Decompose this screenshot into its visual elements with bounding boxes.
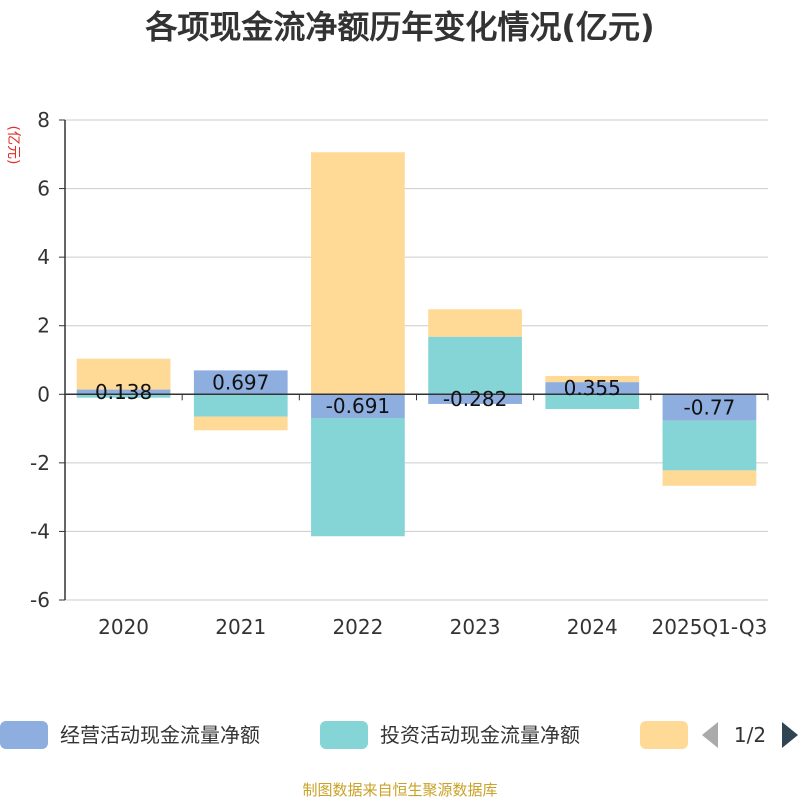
y-tick-label: 4 bbox=[37, 245, 50, 269]
bar-series1-2023 bbox=[428, 336, 522, 395]
bar-series0-2023 bbox=[428, 394, 522, 404]
x-tick-label: 2021 bbox=[215, 615, 266, 639]
axes: -6 -4 -2 0 2 4 6 8 2020 2021 2022 2023 2024 2025Q1-Q3 bbox=[30, 108, 769, 639]
legend-next-page-icon[interactable] bbox=[782, 722, 798, 748]
x-tick-label: 2020 bbox=[98, 615, 149, 639]
y-tick-label: 8 bbox=[37, 108, 50, 132]
bar-series1-2021 bbox=[193, 394, 288, 417]
data-label: 0.697 bbox=[212, 370, 269, 394]
gridlines bbox=[65, 119, 768, 601]
bars bbox=[76, 152, 757, 537]
bar-series2-2021 bbox=[193, 416, 288, 431]
data-label: -0.77 bbox=[684, 395, 736, 419]
data-label: -0.282 bbox=[443, 387, 507, 411]
legend-swatch-1 bbox=[320, 721, 368, 749]
data-label: -0.691 bbox=[326, 394, 390, 418]
y-tick-label: 6 bbox=[37, 177, 50, 201]
bar-series1-2024 bbox=[545, 394, 640, 410]
legend-prev-page-icon[interactable] bbox=[702, 722, 718, 748]
legend-label: 投资活动现金流量净额 bbox=[380, 723, 580, 747]
y-tick-label: 2 bbox=[37, 314, 50, 338]
legend-page-indicator: 1/2 bbox=[734, 723, 766, 747]
bar-series2-2025Q1-Q3 bbox=[662, 470, 757, 486]
y-tick-label: -2 bbox=[30, 451, 50, 475]
bar-series2-2023 bbox=[428, 309, 522, 337]
legend-swatch-2 bbox=[640, 721, 688, 749]
legend-swatch-0 bbox=[0, 721, 48, 749]
y-tick-label: 0 bbox=[37, 382, 50, 406]
x-tick-label: 2024 bbox=[567, 615, 618, 639]
bar-series0-2021 bbox=[193, 370, 288, 395]
chart-title: 各项现金流净额历年变化情况(亿元) bbox=[145, 8, 654, 46]
bar-series2-2024 bbox=[545, 375, 640, 383]
bar-series1-2022 bbox=[311, 417, 405, 537]
legend: 经营活动现金流量净额 投资活动现金流量净额 1/2 bbox=[0, 721, 798, 749]
source-note: 制图数据来自恒生聚源数据库 bbox=[302, 781, 497, 799]
bar-series1-2020 bbox=[76, 394, 171, 398]
x-tick-label: 2022 bbox=[332, 615, 383, 639]
x-tick-label: 2023 bbox=[450, 615, 501, 639]
bar-series1-2025Q1-Q3 bbox=[662, 420, 757, 471]
bar-series0-2025Q1-Q3 bbox=[662, 394, 757, 421]
y-tick-label: -4 bbox=[30, 519, 50, 543]
bar-series2-2020 bbox=[76, 358, 171, 390]
bar-series0-2022 bbox=[311, 394, 405, 418]
data-label: 0.355 bbox=[564, 376, 621, 400]
data-label: 0.138 bbox=[95, 380, 152, 404]
bar-series2-2022 bbox=[311, 152, 405, 395]
y-axis-unit: (亿元) bbox=[5, 126, 21, 165]
bar-series0-2024 bbox=[545, 382, 640, 395]
y-tick-label: -6 bbox=[30, 588, 50, 612]
x-tick-label: 2025Q1-Q3 bbox=[652, 615, 768, 639]
legend-label: 经营活动现金流量净额 bbox=[60, 723, 260, 747]
bar-series0-2020 bbox=[76, 389, 171, 395]
data-labels: 0.138 0.697 -0.691 -0.282 0.355 -0.77 bbox=[95, 370, 735, 419]
